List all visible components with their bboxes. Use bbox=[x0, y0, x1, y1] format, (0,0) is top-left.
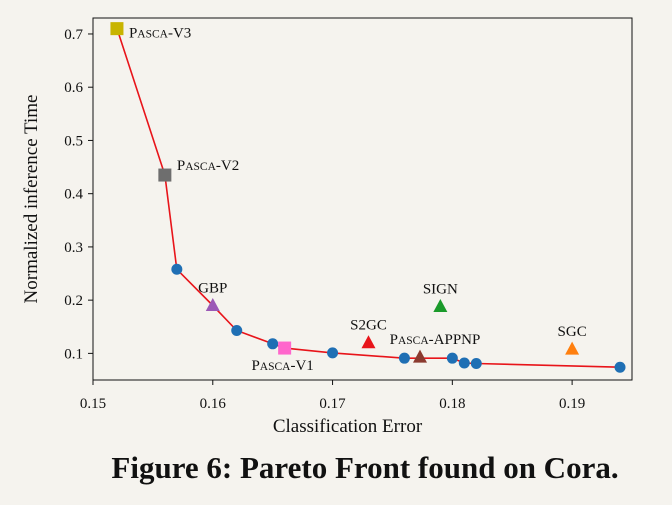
label-pasca-v3: PASCA-V3 bbox=[129, 26, 191, 42]
pareto-point bbox=[458, 357, 470, 369]
pareto-point bbox=[398, 352, 410, 364]
label-pasca-v1: PASCA-V1 bbox=[251, 358, 313, 374]
pareto-point bbox=[614, 361, 626, 373]
pareto-point bbox=[446, 352, 458, 364]
marker-gbp bbox=[205, 297, 220, 311]
y-axis-title: Normalized inference Time bbox=[21, 95, 42, 304]
marker-pasca-appnp bbox=[412, 349, 427, 363]
y-tick-label: 0.2 bbox=[64, 293, 83, 309]
plot-frame bbox=[92, 17, 633, 381]
marker-s2gc bbox=[361, 335, 376, 349]
marker-pasca-v3 bbox=[110, 22, 124, 36]
marker-sgc bbox=[565, 341, 580, 355]
x-tick-label: 0.19 bbox=[559, 396, 585, 412]
figure-caption: Figure 6: Pareto Front found on Cora. bbox=[111, 450, 619, 485]
label-sign: SIGN bbox=[423, 282, 458, 298]
y-tick-label: 0.5 bbox=[64, 133, 83, 149]
label-pasca-v2: PASCA-V2 bbox=[177, 158, 239, 174]
marker-pasca-v2 bbox=[158, 168, 172, 182]
pareto-point bbox=[231, 324, 243, 336]
pareto-point bbox=[267, 338, 279, 350]
label-sgc: SGC bbox=[558, 324, 587, 340]
marker-sign bbox=[433, 299, 448, 313]
label-gbp: GBP bbox=[198, 280, 227, 296]
y-tick-label: 0.6 bbox=[64, 80, 83, 96]
pareto-chart: 0.15 0.16 0.17 0.18 0.19 0.1 0.2 0.3 0.4 0.5 0.6 0.… bbox=[21, 17, 633, 437]
label-pasca-appnp: PASCA-APPNP bbox=[390, 332, 481, 348]
y-tick-label: 0.4 bbox=[64, 187, 83, 203]
x-tick-label: 0.15 bbox=[80, 396, 106, 412]
x-tick-label: 0.18 bbox=[439, 396, 465, 412]
pareto-point bbox=[327, 347, 339, 359]
y-tick-label: 0.3 bbox=[64, 240, 83, 256]
x-axis-title: Classification Error bbox=[273, 416, 423, 437]
x-tick-label: 0.17 bbox=[319, 396, 346, 412]
y-tick-label: 0.7 bbox=[64, 27, 83, 43]
y-tick-label: 0.1 bbox=[64, 346, 83, 362]
pareto-front-line bbox=[116, 28, 621, 368]
pareto-point bbox=[171, 263, 183, 275]
pareto-point bbox=[470, 357, 482, 369]
label-s2gc: S2GC bbox=[350, 318, 387, 334]
x-tick-label: 0.16 bbox=[200, 396, 227, 412]
marker-pasca-v1 bbox=[278, 341, 292, 355]
